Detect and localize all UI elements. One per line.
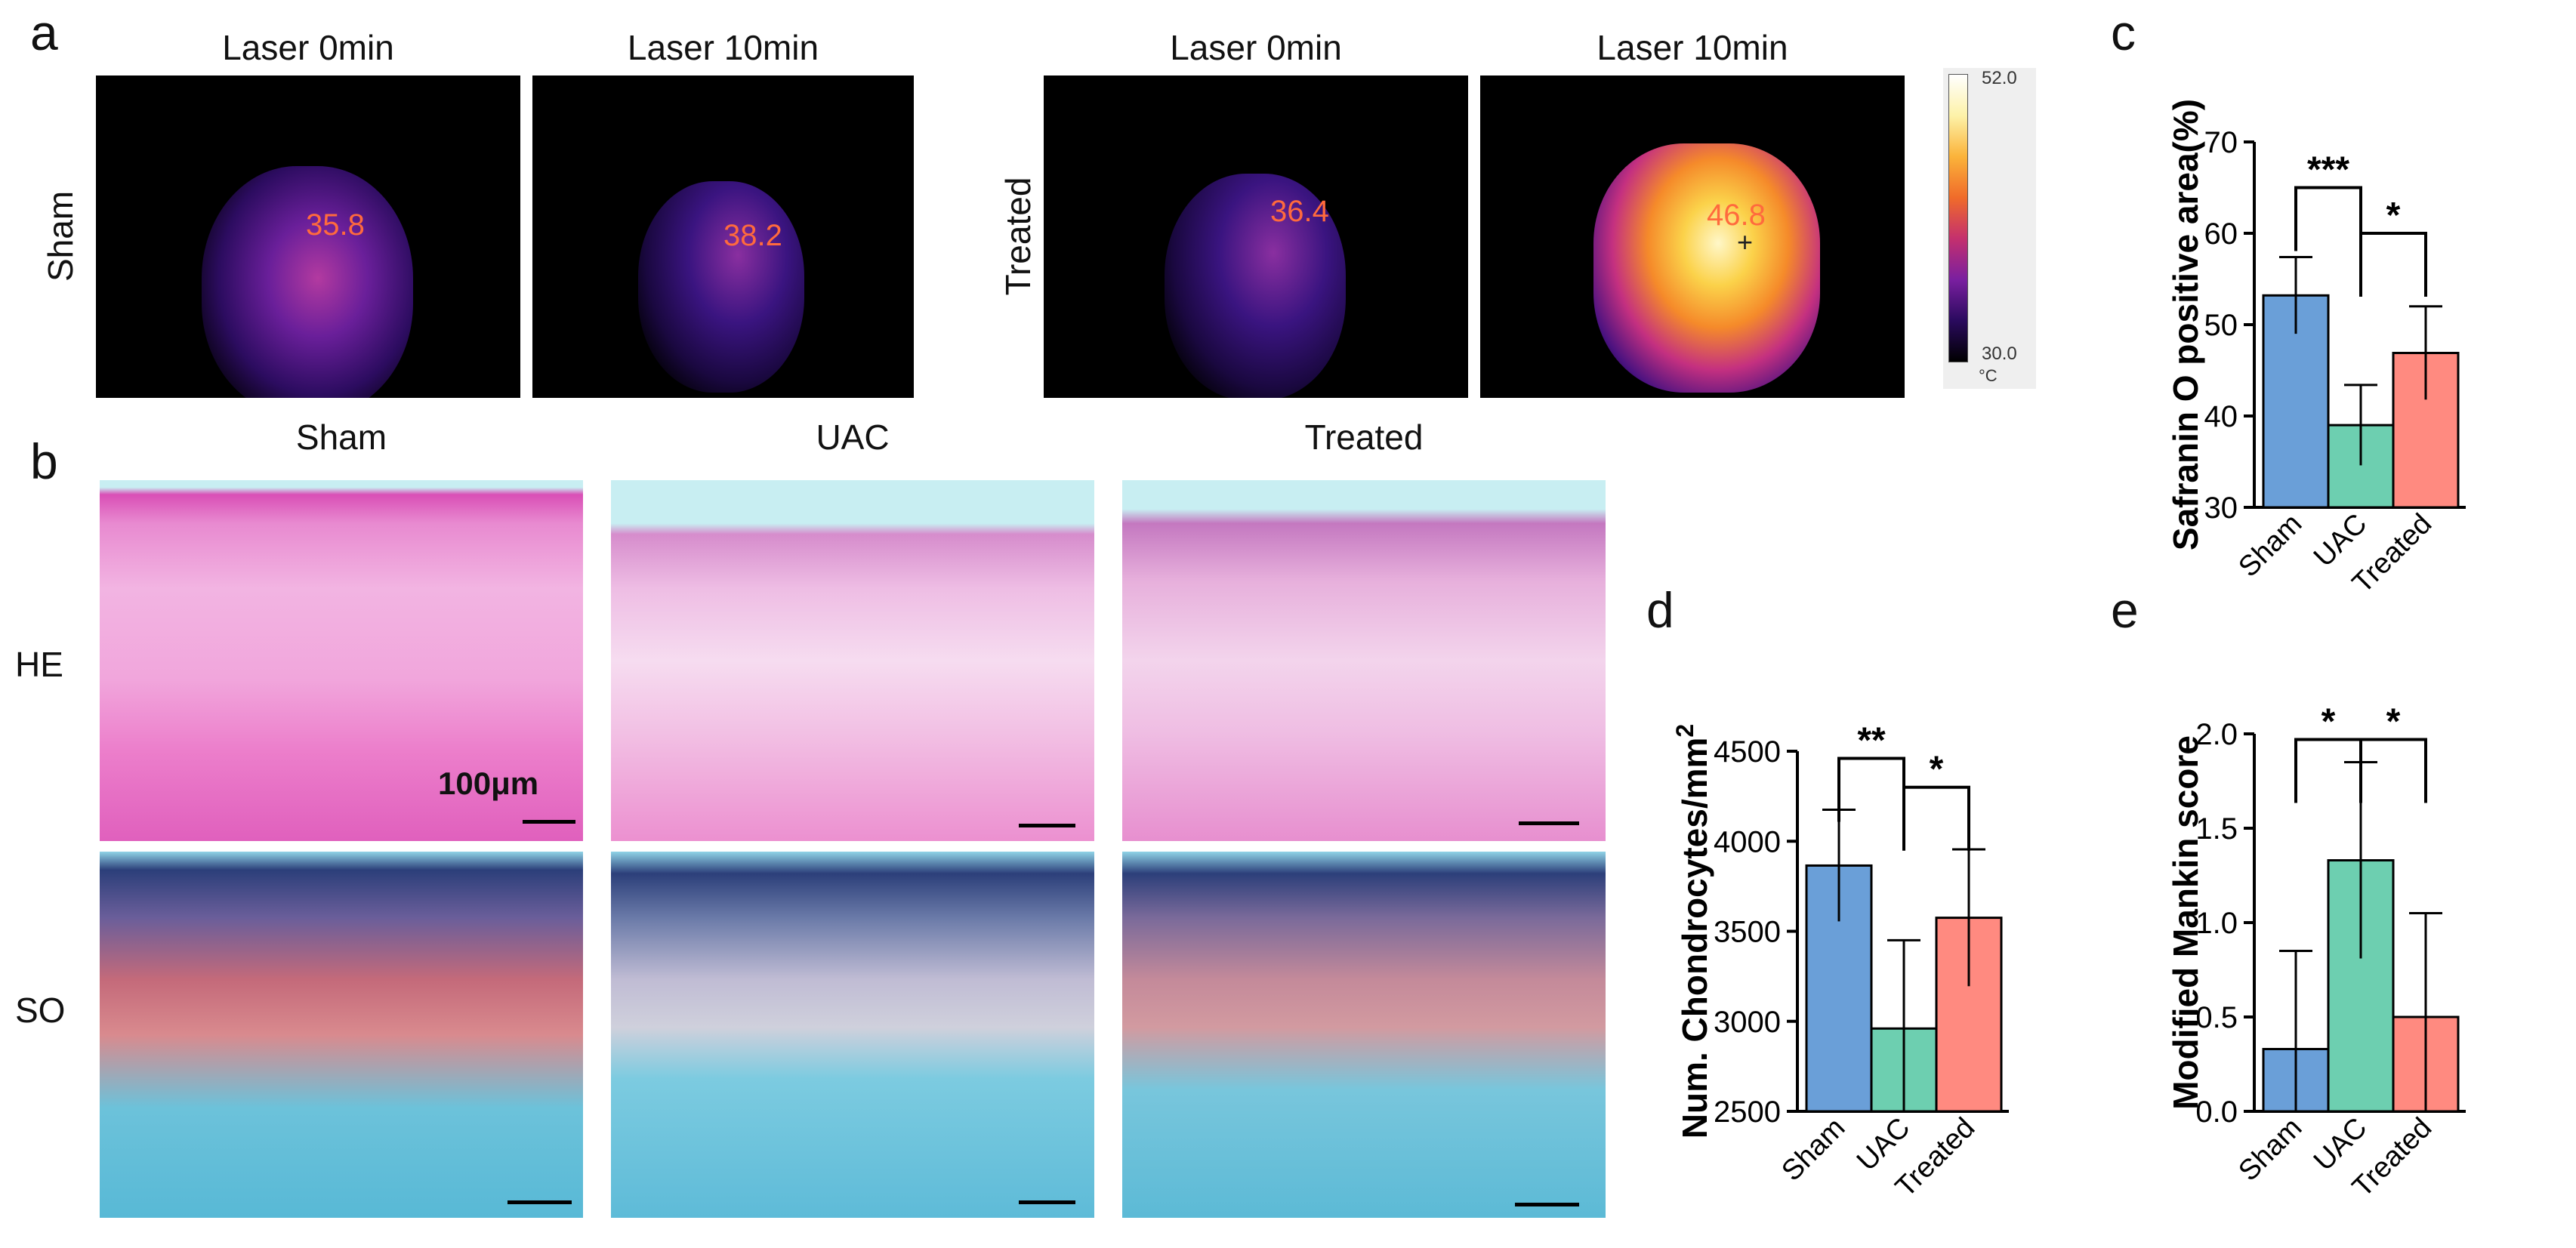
temperature-value: 35.8 [306, 208, 365, 242]
thermal-image-sham-10min: 38.2 [532, 75, 914, 398]
y-tick-label: 1.0 [2195, 907, 2238, 940]
y-axis-label: Safranin O positive area(%) [2166, 99, 2205, 550]
thermal-title: Laser 10min [627, 28, 819, 67]
significance-label: * [2386, 196, 2401, 236]
significance-label: * [2386, 702, 2401, 742]
significance-bracket [2359, 232, 2427, 297]
significance-bracket [2359, 738, 2427, 803]
row-label-sham: Sham [41, 190, 80, 282]
panel-letter-d: d [1646, 582, 1674, 638]
y-tick-label: 0.0 [2195, 1095, 2238, 1129]
thermal-image-treated-0min: 36.4 [1044, 75, 1468, 398]
colorbar-max-label: 52.0 [1982, 68, 2017, 88]
significance-bracket [1837, 757, 1905, 822]
he-image-uac [611, 480, 1094, 841]
y-tick-label: 4500 [1714, 735, 1781, 769]
y-tick-label: 0.5 [2195, 1001, 2238, 1034]
thermal-image-treated-10min: 46.8 + [1480, 75, 1905, 398]
y-axis-label-superscript: 2 [1671, 724, 1698, 738]
thermal-title: Laser 0min [1170, 28, 1342, 67]
y-tick-label: 2500 [1714, 1095, 1781, 1129]
scale-bar [1019, 824, 1075, 827]
y-tick-label: 40 [2204, 400, 2238, 433]
so-image-uac [611, 852, 1094, 1218]
y-tick-label: 3500 [1714, 916, 1781, 949]
colorbar-unit-label: °C [1979, 366, 1998, 385]
panel-letter-a: a [30, 5, 58, 60]
significance-label: *** [2307, 150, 2349, 190]
significance-label: ** [1857, 721, 1886, 761]
significance-bracket [2294, 186, 2362, 251]
significance-label: * [2321, 702, 2336, 742]
temperature-value: 46.8 [1707, 199, 1766, 232]
scale-bar [523, 820, 575, 824]
y-tick-label: 60 [2204, 217, 2238, 251]
scale-bar [1515, 1203, 1579, 1206]
significance-label: * [1930, 750, 1944, 790]
temperature-value: 36.4 [1270, 195, 1329, 228]
histology-column-label: Sham [295, 418, 387, 457]
panel-letter-e: e [2111, 582, 2139, 638]
panel-letter-c: c [2111, 5, 2136, 60]
y-axis-label: Modified Mankin score [2166, 735, 2205, 1110]
he-image-sham: 100μm [100, 480, 583, 841]
y-tick-label: 3000 [1714, 1006, 1781, 1039]
colorbar-min-label: 30.0 [1982, 344, 2017, 364]
y-axis-label: Num. Chondrocytes/mm2 [1671, 724, 1714, 1139]
significance-bracket [2294, 738, 2362, 803]
thermal-title: Laser 10min [1597, 28, 1788, 67]
panel-letter-b: b [30, 433, 58, 489]
y-tick-label: 30 [2204, 491, 2238, 525]
so-image-treated [1122, 852, 1606, 1218]
x-category-label: Sham [1775, 1112, 1851, 1188]
histology-column-label: UAC [816, 418, 890, 457]
y-tick-label: 2.0 [2195, 718, 2238, 751]
scale-bar [1019, 1200, 1075, 1204]
x-category-label: Sham [2232, 1112, 2308, 1188]
so-image-sham [100, 852, 583, 1218]
scale-bar [1519, 821, 1579, 825]
crosshair-icon: + [1737, 226, 1754, 257]
thermal-image-sham-0min: 35.8 [96, 75, 520, 398]
x-category-label: Sham [2232, 508, 2308, 584]
thermal-title: Laser 0min [222, 28, 394, 67]
y-tick-label: 50 [2204, 309, 2238, 342]
histology-column-label: Treated [1304, 418, 1424, 457]
histology-row-label: SO [15, 991, 66, 1030]
scale-label: 100μm [438, 766, 539, 801]
colorbar-gradient [1948, 74, 1968, 362]
significance-bracket [1902, 785, 1970, 851]
y-tick-label: 1.5 [2195, 812, 2238, 846]
temperature-value: 38.2 [723, 219, 782, 252]
histology-row-label: HE [15, 645, 63, 684]
he-image-treated [1122, 480, 1606, 841]
scale-bar [507, 1200, 572, 1204]
row-label-treated: Treated [998, 177, 1038, 296]
y-tick-label: 70 [2204, 126, 2238, 159]
y-tick-label: 4000 [1714, 825, 1781, 858]
